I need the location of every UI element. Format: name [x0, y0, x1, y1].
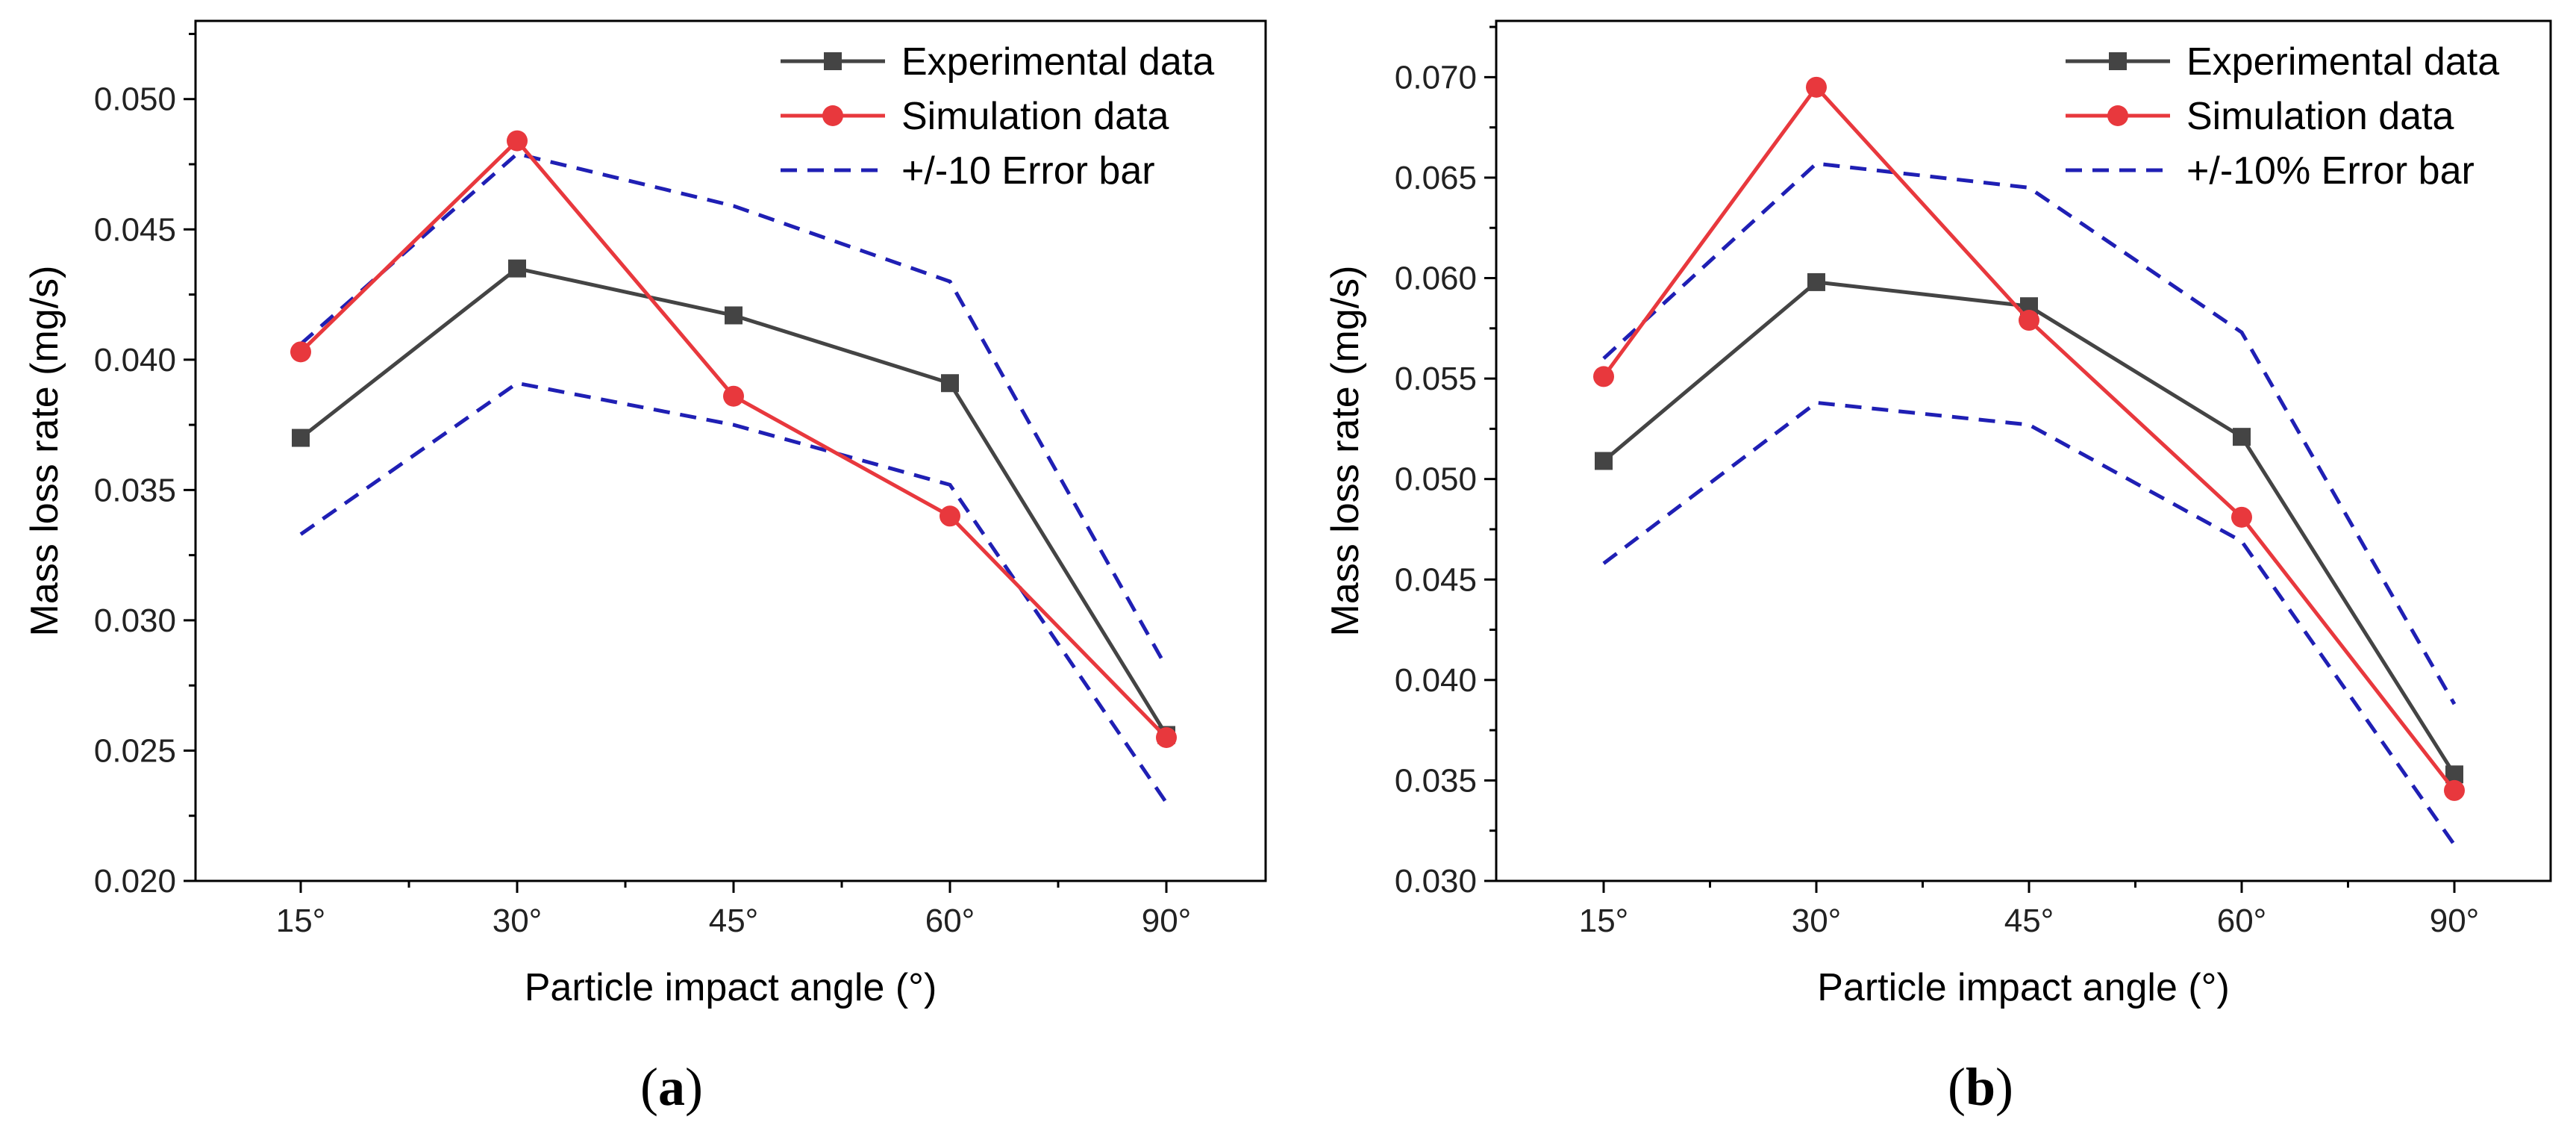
y-tick-label: 0.060 [1395, 261, 1477, 297]
legend-error-label: +/-10% Error bar [2186, 149, 2475, 193]
y-tick-label: 0.045 [1395, 561, 1477, 598]
x-tick-label: 30° [493, 903, 543, 939]
error-upper-line [1602, 161, 2457, 705]
simulation-point [1156, 727, 1177, 748]
experimental-point [508, 259, 526, 278]
x-tick-label: 60° [925, 903, 975, 939]
y-tick-label: 0.055 [1395, 361, 1477, 397]
y-tick-label: 0.040 [94, 342, 176, 378]
error-lower-line [299, 381, 1169, 804]
y-tick-label: 0.040 [1395, 662, 1477, 699]
simulation-point [940, 505, 960, 527]
simulation-point [507, 130, 528, 152]
error-upper-line [299, 152, 1169, 668]
legend-error-label: +/-10 Error bar [901, 149, 1155, 193]
panel-label: (b) [1948, 1057, 2013, 1117]
y-tick-label: 0.025 [94, 732, 176, 769]
x-tick-label: 45° [2004, 903, 2054, 939]
experimental-point [1807, 272, 1825, 291]
simulation-point [2231, 506, 2252, 528]
y-axis-title: Mass loss rate (mg/s) [1324, 266, 1367, 637]
legend-simulation-marker [2107, 105, 2128, 126]
simulation-point [1593, 366, 1614, 387]
legend-simulation-label: Simulation data [901, 95, 1169, 138]
simulation-point [723, 385, 744, 407]
simulation-point [2019, 310, 2039, 331]
legend-experimental-marker [2109, 52, 2127, 70]
simulation-point [2444, 779, 2465, 801]
x-tick-label: 30° [1792, 903, 1842, 939]
y-tick-label: 0.065 [1395, 160, 1477, 196]
simulation-line [1601, 84, 2456, 792]
experimental-point [2233, 428, 2251, 446]
x-tick-label: 45° [709, 903, 759, 939]
experimental-point [292, 429, 310, 447]
legend-experimental-label: Experimental data [2186, 40, 2499, 84]
y-tick-label: 0.030 [94, 602, 176, 639]
legend-experimental-label: Experimental data [901, 40, 1214, 84]
y-tick-label: 0.035 [1395, 762, 1477, 799]
experimental-point [941, 374, 959, 393]
legend-simulation-marker [822, 105, 843, 126]
experimental-point [725, 306, 743, 325]
x-axis-title: Particle impact angle (°) [525, 966, 937, 1009]
y-tick-label: 0.050 [1395, 461, 1477, 498]
experimental-line [1602, 280, 2457, 776]
chart-panel-b: 0.030 0.035 0.040 0.045 0.050 0.055 0.060 0.065… [1324, 19, 2552, 1117]
y-tick-label: 0.030 [1395, 863, 1477, 900]
legend: Experimental data Simulation data +/-10% E… [2066, 40, 2499, 193]
x-tick-label: 90° [1142, 903, 1192, 939]
simulation-point [290, 341, 311, 363]
y-tick-label: 0.035 [94, 472, 176, 508]
panel-letter: b [1966, 1057, 1995, 1117]
simulation-point [1806, 76, 1827, 98]
y-tick-label: 0.070 [1395, 59, 1477, 96]
panel-letter: a [658, 1057, 685, 1117]
panel-label: (a) [640, 1057, 703, 1117]
x-tick-label: 60° [2217, 903, 2267, 939]
plot-frame [1495, 19, 2552, 882]
x-tick-label: 15° [1579, 903, 1629, 939]
x-tick-label: 90° [2430, 903, 2480, 939]
plot-frame [194, 19, 1267, 882]
experimental-line [299, 266, 1169, 736]
y-tick-label: 0.045 [94, 211, 176, 248]
error-lower-line [1602, 400, 2457, 846]
x-axis-title: Particle impact angle (°) [1817, 966, 2230, 1009]
legend-experimental-marker [824, 52, 842, 70]
chart-panel-a: 0.020 0.025 0.030 0.035 0.040 0.045 0.050 15° 30… [23, 19, 1267, 1117]
legend: Experimental data Simulation data +/-10 Er… [781, 40, 1214, 193]
x-tick-label: 15° [276, 903, 326, 939]
legend-simulation-label: Simulation data [2186, 95, 2454, 138]
experimental-point [1595, 452, 1613, 470]
y-tick-label: 0.020 [94, 863, 176, 900]
y-tick-label: 0.050 [94, 81, 176, 118]
y-axis-title: Mass loss rate (mg/s) [23, 266, 66, 637]
